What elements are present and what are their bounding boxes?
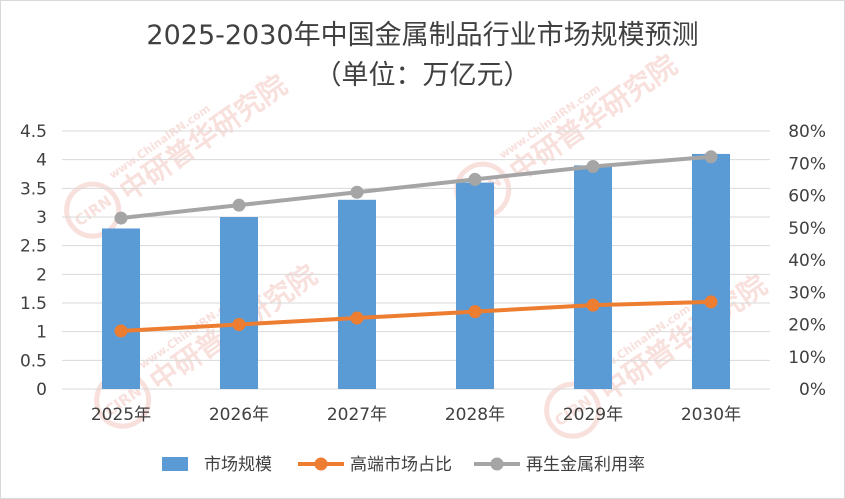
left-axis-ticks: 0 0.5 1 1.5 2 2.5 3 3.5 4 4.5 [20,122,47,400]
bar [692,153,730,389]
series-line [119,299,713,333]
left-tick-label: 4 [36,151,47,171]
series-point [232,198,246,212]
legend-item: 再生金属利用率 [474,455,645,475]
bar [456,182,494,389]
category-label: 2030年 [681,405,741,425]
left-tick-label: 1 [36,323,47,343]
bar [574,165,612,389]
right-tick-label: 50% [788,219,826,239]
left-tick-label: 3.5 [20,179,47,199]
legend-swatch [162,457,188,471]
bar [220,217,258,389]
watermark-brand: 中研普华研究院 [594,268,773,407]
watermark-brand: 中研普华研究院 [114,68,293,207]
legend-label: 高端市场占比 [350,455,452,475]
series-point [468,172,482,186]
chart-subtitle: （单位：万亿元） [314,60,531,91]
category-label: 2027年 [327,405,387,425]
left-tick-label: 1.5 [20,294,47,314]
chart-title: 2025-2030年中国金属制品行业市场规模预测 [146,20,699,51]
x-axis-categories: 2025年 2026年 2027年 2028年 2029年 2030年 [91,405,741,425]
legend-label: 市场规模 [204,455,272,475]
right-tick-label: 80% [788,122,826,142]
line-series [114,150,718,338]
series-point [468,305,482,319]
left-tick-label: 2.5 [20,237,47,257]
left-tick-label: 0 [36,380,47,400]
right-tick-label: 10% [788,348,826,368]
category-label: 2029年 [563,405,623,425]
series-point [350,185,364,199]
series-point [586,159,600,173]
legend: 市场规模 高端市场占比 再生金属利用率 [162,455,645,475]
series-line [119,154,713,221]
series-point [704,295,718,309]
left-tick-label: 2 [36,265,47,285]
category-label: 2028年 [445,405,505,425]
legend-swatch-point [314,457,328,471]
bar [338,199,376,389]
right-tick-label: 60% [788,187,826,207]
series-point [232,318,246,331]
legend-item: 高端市场占比 [298,455,452,475]
bar-series [102,153,730,389]
right-tick-label: 0% [799,380,826,400]
left-tick-label: 3 [36,208,47,228]
category-label: 2025年 [91,405,151,425]
watermark-logo-text: CIRN [71,192,115,230]
legend-label: 再生金属利用率 [526,455,645,475]
right-tick-label: 20% [788,316,826,336]
left-tick-label: 4.5 [20,122,47,142]
right-tick-label: 40% [788,251,826,271]
series-point [114,324,128,338]
category-label: 2026年 [209,405,269,425]
legend-item: 市场规模 [162,455,272,475]
series-point [704,150,718,164]
right-tick-label: 70% [788,154,826,174]
right-axis-ticks: 0% 10% 20% 30% 40% 50% 60% 70% 80% [788,122,826,400]
left-tick-label: 0.5 [20,351,47,371]
right-tick-label: 30% [788,283,826,303]
watermark-layer: CIRNwww.ChinaIRN.com中研普华研究院CIRNwww.China… [64,48,773,439]
bar [102,228,140,389]
series-point [586,298,600,312]
legend-swatch-point [490,457,504,471]
series-point [114,211,128,225]
series-point [350,311,364,325]
